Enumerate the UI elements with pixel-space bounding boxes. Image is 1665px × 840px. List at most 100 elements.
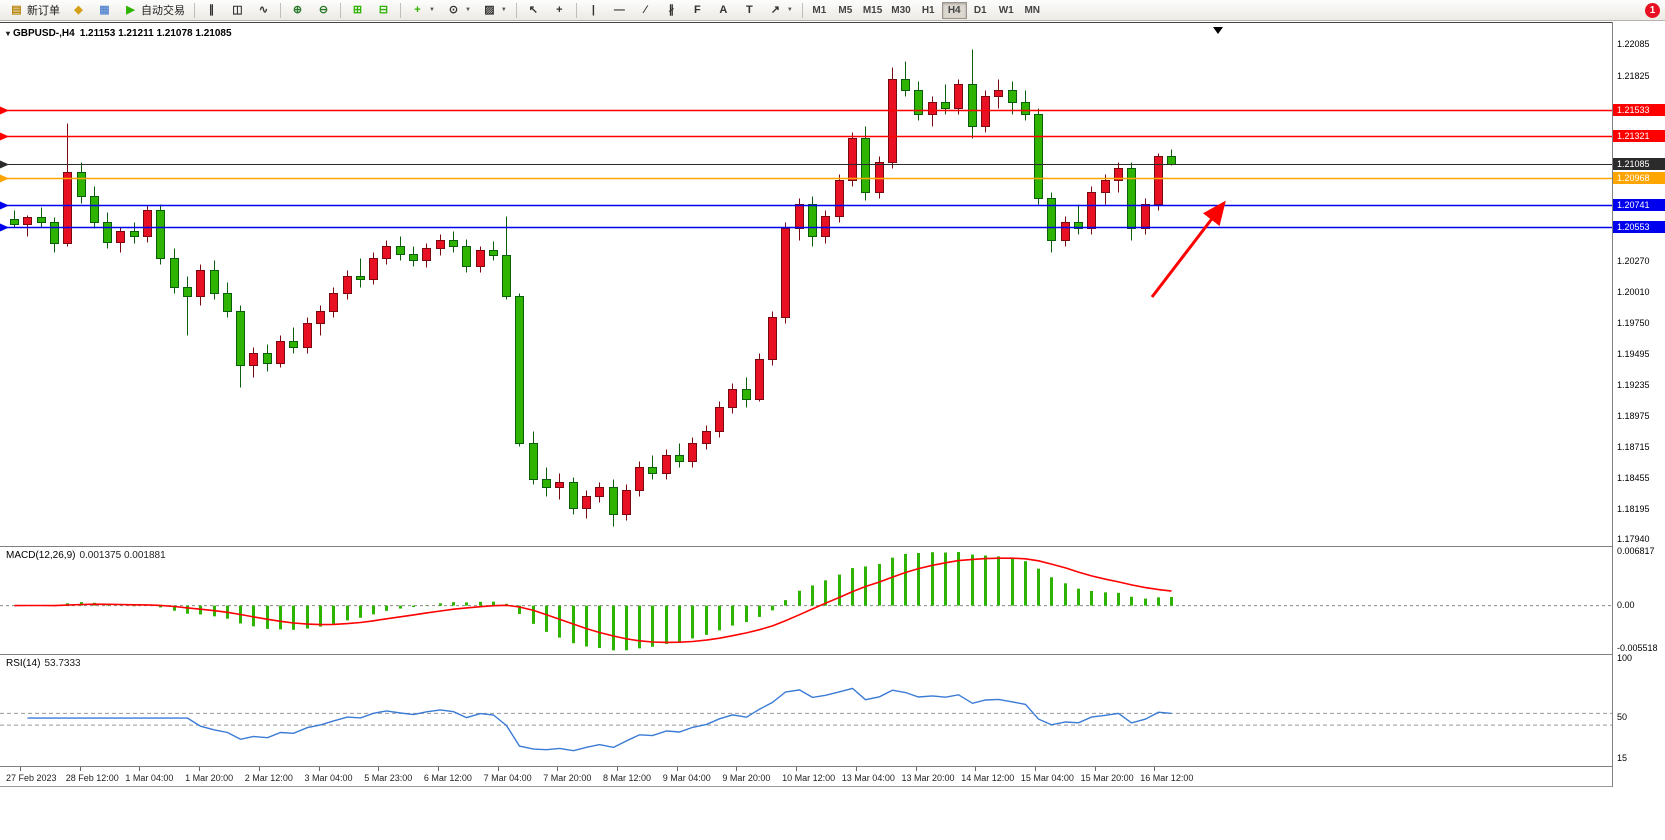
price-tick-label: 1.17940: [1617, 533, 1650, 544]
time-axis-tick: [1154, 767, 1156, 771]
dropdown-caret-icon: ▼: [500, 7, 507, 13]
bull-candle: [768, 317, 777, 360]
time-axis-label: 7 Mar 20:00: [543, 773, 592, 783]
cursor-arrow-icon: ↖: [528, 3, 538, 16]
cascade-windows-button[interactable]: ⊟: [371, 1, 396, 19]
price-tick-label: 1.19495: [1617, 348, 1650, 359]
label-button[interactable]: T: [737, 1, 762, 19]
timeframe-d1[interactable]: D1: [973, 4, 987, 16]
zoom-out-button[interactable]: ⊖: [311, 1, 336, 19]
zoom-in-button[interactable]: ⊕: [285, 1, 310, 19]
macd-panel[interactable]: MACD(12,26,9) 0.001375 0.001881: [0, 546, 1612, 653]
bull-candle: [143, 210, 152, 237]
level-left-marker-icon: [0, 201, 9, 210]
bear-candle: [675, 455, 684, 462]
line-chart-mode-button[interactable]: ∿: [251, 1, 276, 19]
time-axis-label: 6 Mar 12:00: [423, 773, 472, 783]
bear-candle: [223, 293, 232, 312]
timeframe-w1[interactable]: W1: [998, 4, 1014, 16]
bear-candle: [941, 102, 950, 109]
time-axis-label: 13 Mar 20:00: [901, 773, 955, 783]
channel-button[interactable]: ∦: [659, 1, 684, 19]
market-watch-icon: ◆: [74, 3, 83, 16]
timeframe-h4[interactable]: H4: [941, 1, 967, 19]
level-left-marker-icon: [0, 223, 9, 232]
time-axis-label: 28 Feb 12:00: [65, 773, 119, 783]
crosshair-button[interactable]: +: [547, 1, 572, 19]
candlestick-chart-icon: ◫: [232, 3, 243, 16]
bull-candle: [63, 172, 72, 244]
zoom-in-icon: ⊕: [292, 3, 303, 16]
bear-candle: [502, 255, 511, 297]
price-chart[interactable]: ▾ GBPUSD-,H4 1.21153 1.21211 1.21078 1.210…: [0, 22, 1612, 545]
timeframe-m5[interactable]: M5: [838, 4, 853, 16]
ohlc-values: 1.21153 1.21211 1.21078 1.21085: [79, 28, 232, 39]
macd-label: MACD(12,26,9): [6, 550, 76, 561]
chart-menu-icon[interactable]: ▾: [6, 29, 11, 38]
templates-button[interactable]: ▨ ▼: [477, 1, 512, 19]
cursor-button[interactable]: ↖: [521, 1, 546, 19]
vertical-line-button[interactable]: |: [581, 1, 606, 19]
price-level-tag: 1.20741: [1613, 198, 1665, 211]
data-window-button[interactable]: ▦: [92, 1, 117, 19]
bear-candle: [289, 341, 298, 348]
new-order-button-label: 新订单: [27, 5, 60, 17]
bull-candle: [954, 84, 963, 109]
rsi-panel[interactable]: RSI(14) 53.7333: [0, 654, 1612, 766]
time-axis-label: 1 Mar 20:00: [185, 773, 234, 783]
bear-candle: [90, 196, 99, 223]
price-axis[interactable]: 1.21533 1.21321 1.21085 1.20968 1.20741 1.205…: [1612, 22, 1665, 787]
text-button[interactable]: A: [711, 1, 736, 19]
tile-windows-button[interactable]: ⊞: [345, 1, 370, 19]
bear-candle: [609, 487, 618, 515]
timeframe-h1[interactable]: H1: [921, 4, 935, 16]
price-level-tag: 1.21085: [1613, 157, 1665, 170]
trendline-button[interactable]: ∕: [633, 1, 658, 19]
timeframe-mn[interactable]: MN: [1024, 4, 1040, 16]
bear-candle: [236, 311, 245, 366]
new-order-button[interactable]: ▤ 新订单: [4, 1, 65, 19]
bear-candle: [529, 443, 538, 480]
bar-chart-mode-button[interactable]: ∥: [199, 1, 224, 19]
chart-shift-marker-icon[interactable]: [1213, 27, 1223, 34]
bull-candle: [981, 96, 990, 127]
indicators-button[interactable]: + ▼: [405, 1, 440, 19]
candlestick-canvas[interactable]: [0, 23, 1612, 546]
rsi-canvas: [0, 687, 1612, 752]
bear-candle: [37, 217, 46, 223]
bull-candle: [23, 217, 32, 225]
time-axis[interactable]: 27 Feb 2023 28 Feb 12:00 1 Mar 04:00 1 Mar …: [0, 766, 1612, 787]
bear-candle: [1034, 114, 1043, 199]
main-toolbar: ▤ 新订单 ◆ ▦ ▶ 自动交易 ∥ ◫ ∿ ⊕ ⊖ ⊞ ⊟ + ▼ ⊙ ▼ ▨ ▼ ↖ + | — ∕ ∦ F A T ↗ ▼ M1 M5 M…: [0, 0, 1665, 21]
candlestick-mode-button[interactable]: ◫: [225, 1, 250, 19]
price-tick-label: 1.18195: [1617, 503, 1650, 514]
market-watch-button[interactable]: ◆: [66, 1, 91, 19]
bull-candle: [276, 341, 285, 364]
auto-trading-button[interactable]: ▶ 自动交易: [118, 1, 190, 19]
bull-candle: [662, 455, 671, 474]
fibonacci-button[interactable]: F: [685, 1, 710, 19]
timeframe-m1[interactable]: M1: [812, 4, 827, 16]
periods-button[interactable]: ⊙ ▼: [441, 1, 476, 19]
dropdown-caret-icon: ▼: [464, 7, 471, 13]
bull-candle: [116, 231, 125, 243]
time-axis-tick: [378, 767, 380, 771]
arrow-annotation[interactable]: [1150, 200, 1226, 298]
bear-candle: [861, 138, 870, 193]
auto-trading-button-label: 自动交易: [141, 5, 185, 17]
timeframe-m30[interactable]: M30: [891, 4, 911, 16]
zoom-out-icon: ⊖: [318, 3, 329, 16]
cascade-windows-icon: ⊟: [378, 3, 389, 16]
timeframe-m15[interactable]: M15: [862, 4, 883, 16]
arrows-button[interactable]: ↗ ▼: [763, 1, 798, 19]
toolbar-separator: [515, 2, 517, 18]
bull-candle: [755, 359, 764, 400]
level-left-marker-icon: [0, 174, 9, 183]
horizontal-line-button[interactable]: —: [607, 1, 632, 19]
bear-candle: [901, 79, 910, 91]
notification-badge[interactable]: 1: [1645, 3, 1660, 18]
bull-candle: [196, 270, 205, 297]
bear-candle: [1167, 156, 1176, 165]
bear-candle: [542, 479, 551, 488]
toolbar-separator: [194, 2, 195, 18]
